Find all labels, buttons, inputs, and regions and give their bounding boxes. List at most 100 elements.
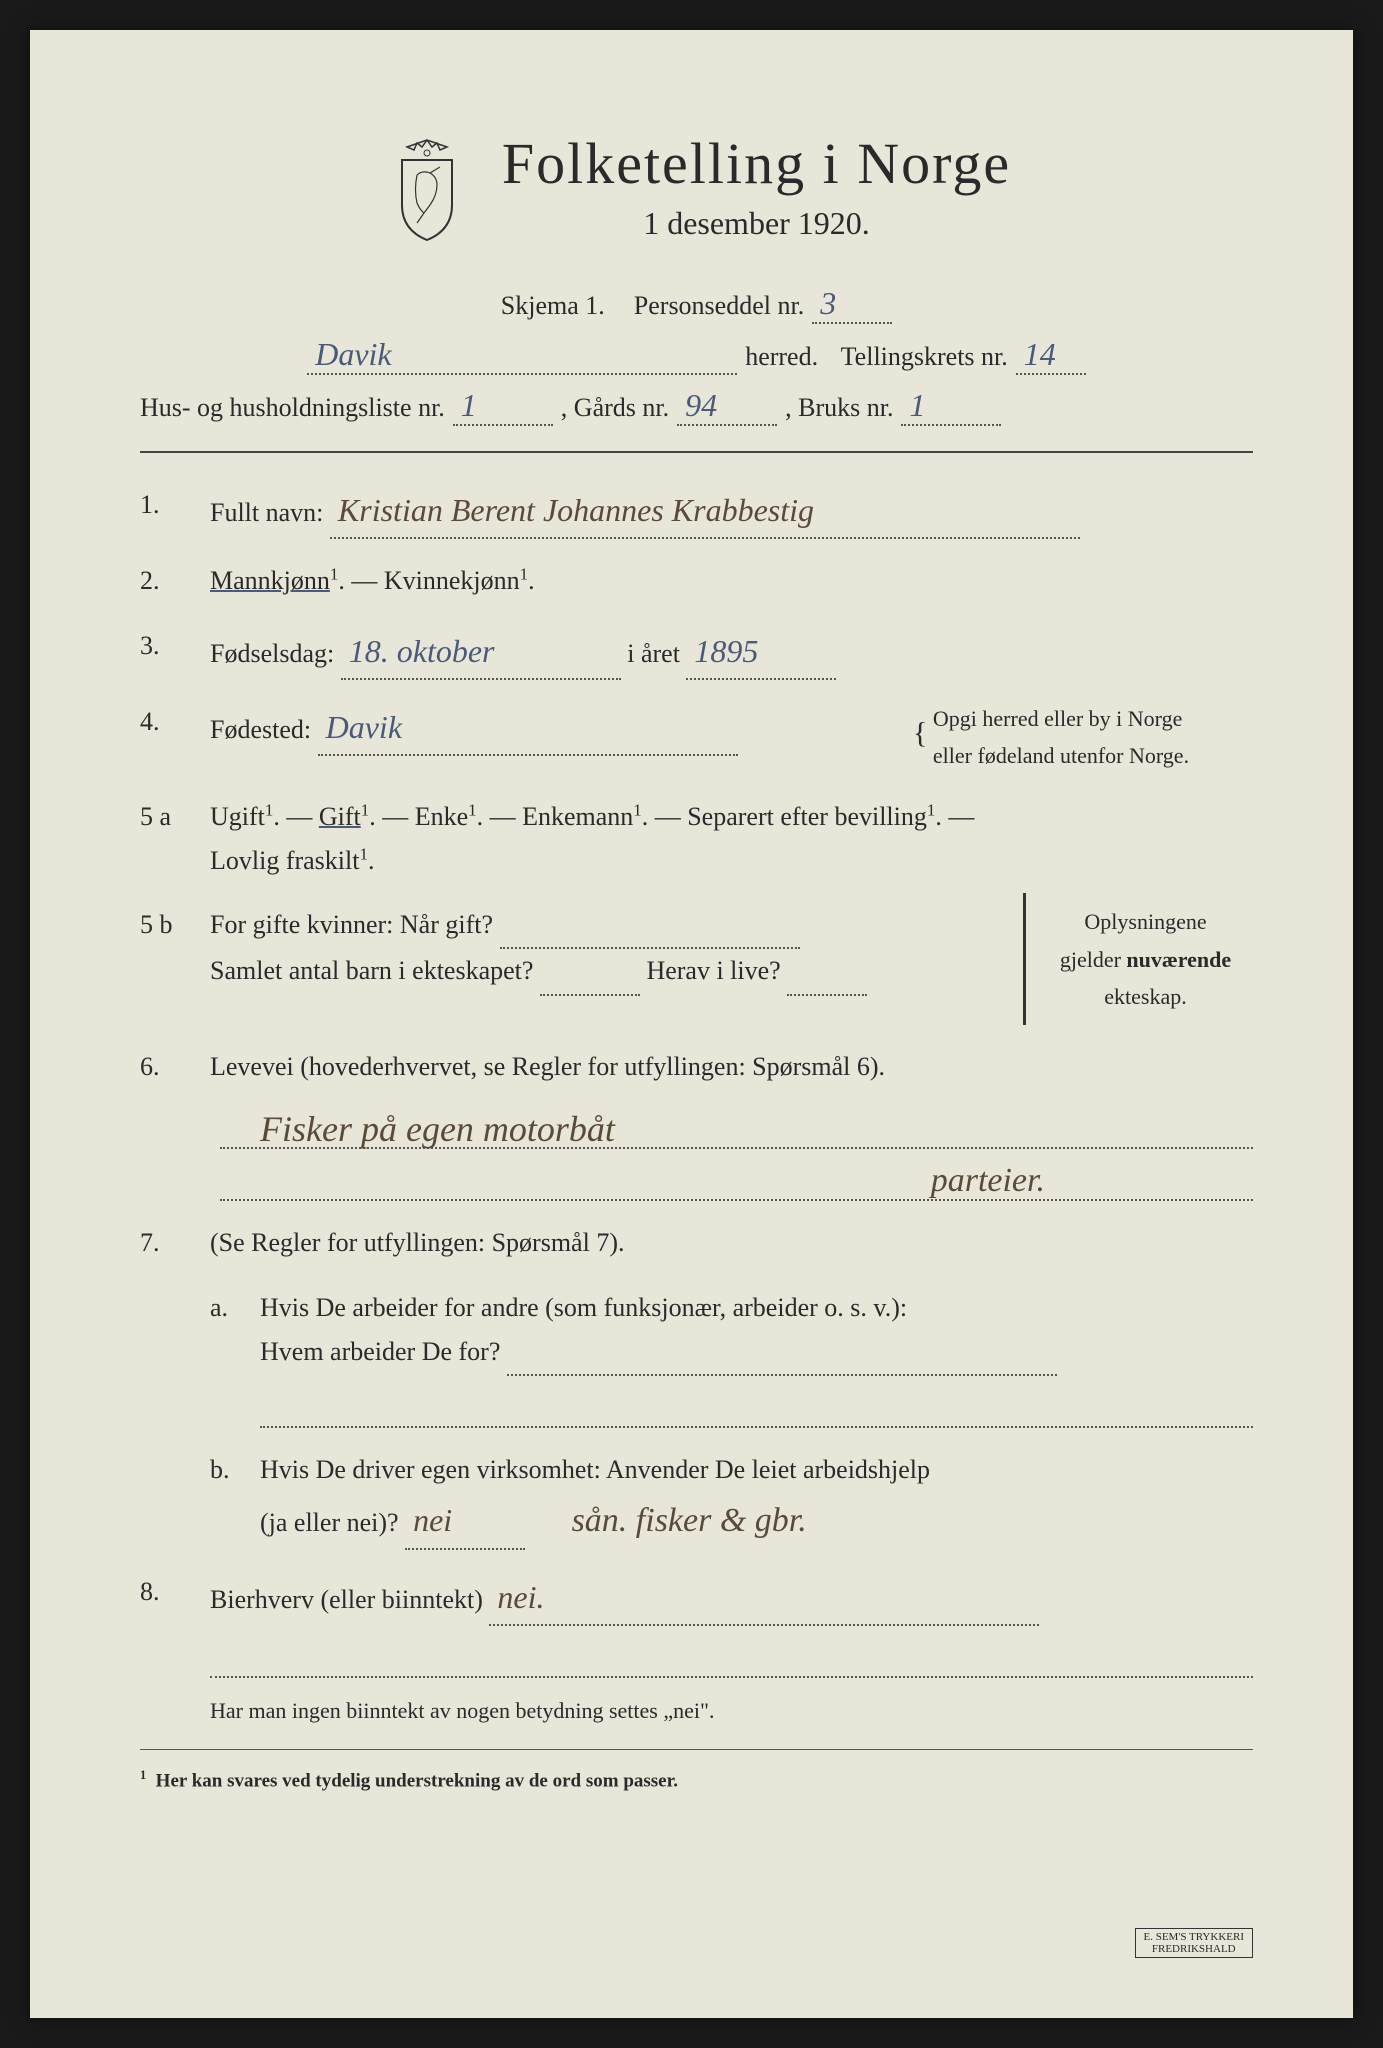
q4-note2: eller fødeland utenfor Norge. bbox=[933, 743, 1189, 768]
meta-line-3: Hus- og husholdningsliste nr. 1 , Gårds … bbox=[140, 387, 1253, 426]
q5b-side-note: Oplysningene gjelder nuværende ekteskap. bbox=[1023, 893, 1253, 1025]
q3-year: 1895 bbox=[686, 624, 836, 680]
q8-label: Bierhverv (eller biinntekt) bbox=[210, 1585, 483, 1614]
husliste-nr: 1 bbox=[453, 387, 553, 426]
bruks-nr: 1 bbox=[901, 387, 1001, 426]
footnote-text: Her kan svares ved tydelig understreknin… bbox=[156, 1771, 678, 1792]
footnote-num: 1 bbox=[140, 1768, 146, 1782]
q5b-note2: gjelder nuværende bbox=[1060, 947, 1231, 972]
q6-num: 6. bbox=[140, 1045, 210, 1089]
q6-answer-line1: Fisker på egen motorbåt bbox=[220, 1109, 1253, 1149]
q5a-ugift: Ugift bbox=[210, 802, 265, 831]
question-3: 3. Fødselsdag: 18. oktober i året 1895 bbox=[140, 624, 1253, 680]
question-1: 1. Fullt navn: Kristian Berent Johannes … bbox=[140, 483, 1253, 539]
questions-block: 1. Fullt navn: Kristian Berent Johannes … bbox=[140, 483, 1253, 1793]
question-4: 4. Fødested: Davik { Opgi herred eller b… bbox=[140, 700, 1253, 775]
meta-line-2: Davik herred. Tellingskrets nr. 14 bbox=[140, 336, 1253, 375]
q8-extra: sån. fisker & gbr. bbox=[532, 1502, 815, 1539]
question-7b: b. Hvis De driver egen virksomhet: Anven… bbox=[210, 1448, 1253, 1550]
census-form-page: Folketelling i Norge 1 desember 1920. Sk… bbox=[30, 30, 1353, 2018]
q8-fill2 bbox=[210, 1638, 1253, 1678]
q3-num: 3. bbox=[140, 624, 210, 680]
main-title: Folketelling i Norge bbox=[502, 130, 1011, 197]
q6-answer-block: Fisker på egen motorbåt parteier. bbox=[220, 1109, 1253, 1201]
question-5b: 5 b Oplysningene gjelder nuværende ektes… bbox=[140, 903, 1253, 1025]
q5b-note1: Oplysningene bbox=[1084, 909, 1206, 934]
q5b-label2: Samlet antal barn i ekteskapet? bbox=[210, 956, 533, 985]
q8-answer: nei. bbox=[489, 1570, 1039, 1626]
q7b-letter: b. bbox=[210, 1448, 260, 1550]
q5b-fill1 bbox=[500, 903, 800, 949]
q4-label: Fødested: bbox=[210, 715, 311, 744]
question-7a: a. Hvis De arbeider for andre (som funks… bbox=[210, 1286, 1253, 1428]
skjema-label: Skjema 1. bbox=[501, 291, 605, 321]
q4-side-note: { Opgi herred eller by i Norge eller fød… bbox=[913, 700, 1253, 775]
q2-num: 2. bbox=[140, 559, 210, 603]
q2-mann: Mannkjønn bbox=[210, 566, 330, 595]
question-7: 7. (Se Regler for utfyllingen: Spørsmål … bbox=[140, 1221, 1253, 1265]
footer-note: Har man ingen biinntekt av nogen betydni… bbox=[210, 1698, 1253, 1724]
q7b-line2: (ja eller nei)? bbox=[260, 1508, 399, 1537]
q5a-separert: Separert efter bevilling bbox=[687, 802, 927, 831]
q6-value1: Fisker på egen motorbåt bbox=[220, 1109, 623, 1149]
q4-note1: Opgi herred eller by i Norge bbox=[933, 706, 1182, 731]
q5b-num: 5 b bbox=[140, 903, 210, 1025]
q1-num: 1. bbox=[140, 483, 210, 539]
q7-num: 7. bbox=[140, 1221, 210, 1265]
q7a-line1: Hvis De arbeider for andre (som funksjon… bbox=[260, 1293, 907, 1322]
question-5a: 5 a Ugift1. — Gift1. — Enke1. — Enkemann… bbox=[140, 795, 1253, 883]
q7b-line1: Hvis De driver egen virksomhet: Anvender… bbox=[260, 1455, 930, 1484]
q5a-fraskilt: Lovlig fraskilt bbox=[210, 846, 359, 875]
herred-label: herred. bbox=[745, 342, 818, 372]
divider-1 bbox=[140, 451, 1253, 453]
q6-label: Levevei (hovederhvervet, se Regler for u… bbox=[210, 1052, 885, 1081]
printer-line1: E. SEM'S TRYKKERI bbox=[1144, 1931, 1245, 1943]
title-block: Folketelling i Norge 1 desember 1920. bbox=[502, 130, 1011, 242]
q5b-note3: ekteskap. bbox=[1104, 984, 1186, 1009]
coat-of-arms-icon bbox=[382, 135, 472, 245]
divider-footer bbox=[140, 1749, 1253, 1750]
tellingskrets-label: Tellingskrets nr. bbox=[841, 342, 1008, 372]
q5a-num: 5 a bbox=[140, 795, 210, 883]
question-8: 8. Bierhverv (eller biinntekt) nei. bbox=[140, 1570, 1253, 1678]
husliste-label: Hus- og husholdningsliste nr. bbox=[140, 393, 445, 423]
q8-num: 8. bbox=[140, 1570, 210, 1678]
q6-value2: parteier. bbox=[923, 1162, 1053, 1199]
q3-day: 18. oktober bbox=[341, 624, 621, 680]
herred-value: Davik bbox=[307, 336, 737, 375]
q7a-letter: a. bbox=[210, 1286, 260, 1428]
q5a-enke: Enke bbox=[415, 802, 468, 831]
q5b-label3: Herav i live? bbox=[646, 956, 780, 985]
meta-line-1: Skjema 1. Personseddel nr. 3 bbox=[140, 285, 1253, 324]
question-6: 6. Levevei (hovederhvervet, se Regler fo… bbox=[140, 1045, 1253, 1089]
q2-dash: — bbox=[351, 566, 384, 595]
q5a-gift: Gift bbox=[319, 802, 361, 831]
q4-num: 4. bbox=[140, 700, 210, 775]
q5b-label1: For gifte kvinner: Når gift? bbox=[210, 910, 493, 939]
q7b-answer: nei bbox=[405, 1493, 525, 1549]
question-2: 2. Mannkjønn1. — Kvinnekjønn1. bbox=[140, 559, 1253, 603]
q6-answer-line2: parteier. bbox=[220, 1161, 1253, 1201]
gards-nr: 94 bbox=[677, 387, 777, 426]
personseddel-nr: 3 bbox=[812, 285, 892, 324]
q3-year-label: i året bbox=[627, 639, 680, 668]
q2-kvinne: Kvinnekjønn bbox=[384, 566, 520, 595]
footnote: 1 Her kan svares ved tydelig understrekn… bbox=[140, 1768, 1253, 1792]
q1-label: Fullt navn: bbox=[210, 498, 323, 527]
q7a-fill2 bbox=[260, 1388, 1253, 1428]
q5a-enkemann: Enkemann bbox=[522, 802, 633, 831]
q1-value: Kristian Berent Johannes Krabbestig bbox=[330, 483, 1080, 539]
printer-mark: E. SEM'S TRYKKERI FREDRIKSHALD bbox=[1135, 1928, 1254, 1958]
title-row: Folketelling i Norge 1 desember 1920. bbox=[140, 130, 1253, 245]
q5b-fill2 bbox=[540, 949, 640, 995]
q3-label: Fødselsdag: bbox=[210, 639, 334, 668]
q2-sup2: 1 bbox=[520, 565, 528, 584]
gards-label: , Gårds nr. bbox=[561, 393, 669, 423]
form-header: Folketelling i Norge 1 desember 1920. bbox=[140, 130, 1253, 245]
q7a-fill bbox=[507, 1330, 1057, 1376]
subtitle-date: 1 desember 1920. bbox=[502, 205, 1011, 242]
q4-value: Davik bbox=[318, 700, 738, 756]
q7-label: (Se Regler for utfyllingen: Spørsmål 7). bbox=[210, 1228, 624, 1257]
q7a-line2: Hvem arbeider De for? bbox=[260, 1337, 500, 1366]
personseddel-label: Personseddel nr. bbox=[634, 291, 804, 321]
